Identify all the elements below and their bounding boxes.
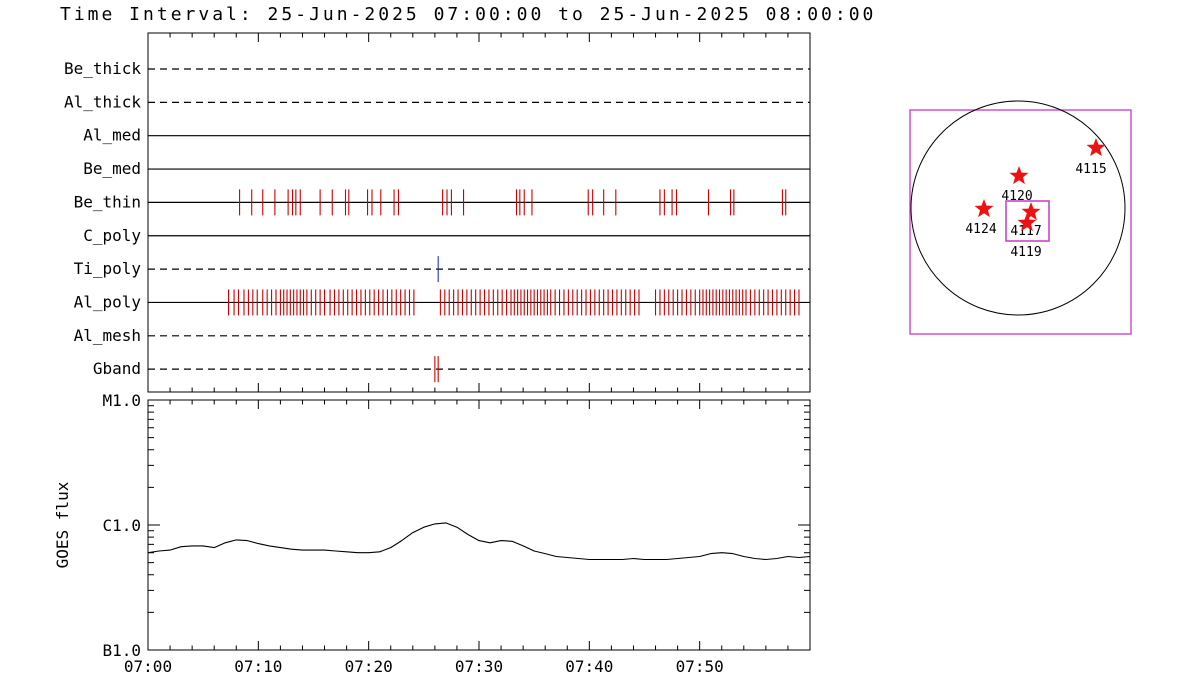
active-region-star-4120	[1009, 166, 1029, 185]
active-region-label-4119: 4119	[1010, 245, 1041, 260]
timeline-panel: Be_thick Al_thick Al_med Be_med Be_thin C_pol…	[64, 32, 811, 393]
x-axis-label-07:20: 07:20	[345, 657, 393, 676]
x-axis-label-07:40: 07:40	[565, 657, 613, 676]
x-axis-label-07:10: 07:10	[234, 657, 282, 676]
channel-label-Al_mesh: Al_mesh	[74, 326, 141, 345]
channel-label-Be_med: Be_med	[83, 159, 141, 178]
goes-y-label-B1.0: B1.0	[102, 641, 141, 660]
xrt-fov-box	[909, 109, 1132, 335]
channel-label-C_poly: C_poly	[83, 226, 141, 245]
exposure-ticks-Al_poly	[227, 289, 800, 316]
x-axis-label-07:30: 07:30	[455, 657, 503, 676]
channel-label-Be_thick: Be_thick	[64, 59, 141, 78]
channel-label-Al_med: Al_med	[83, 126, 141, 145]
active-region-star-4117	[1021, 202, 1041, 221]
channel-label-Ti_poly: Ti_poly	[74, 259, 142, 278]
channel-label-Gband: Gband	[93, 359, 141, 378]
goes-flux-curve	[147, 522, 811, 561]
active-region-label-4124: 4124	[965, 222, 996, 237]
exposure-ticks-Be_thin	[239, 189, 787, 216]
timeline-panel-border	[147, 32, 811, 393]
channel-label-Al_thick: Al_thick	[64, 92, 141, 111]
plot-title: Time Interval: 25-Jun-2025 07:00:00 to 2…	[60, 4, 877, 25]
active-region-label-4117: 4117	[1010, 224, 1041, 239]
goes-flux-axis-title: GOES flux	[53, 481, 72, 568]
goes-y-label-M1.0: M1.0	[102, 391, 141, 410]
target-region-box	[1005, 200, 1050, 242]
goes-flux-panel: M1.0 C1.0 B1.0 GOES flux 07:00 07:10 07:20 07:3…	[53, 391, 811, 676]
goes-panel-border	[147, 399, 811, 651]
channel-label-Be_thin: Be_thin	[74, 192, 141, 211]
active-region-star-4119	[1017, 213, 1037, 232]
x-axis-label-07:50: 07:50	[676, 657, 724, 676]
active-region-star-4115	[1086, 138, 1106, 157]
solar-limb-circle	[910, 100, 1126, 316]
x-axis-label-07:00: 07:00	[124, 657, 172, 676]
active-region-star-4124	[974, 199, 994, 218]
exposure-ticks-Gband	[434, 356, 439, 383]
goes-y-label-C1.0: C1.0	[102, 516, 141, 535]
channel-label-Al_poly: Al_poly	[74, 292, 142, 311]
active-region-label-4115: 4115	[1075, 162, 1106, 177]
